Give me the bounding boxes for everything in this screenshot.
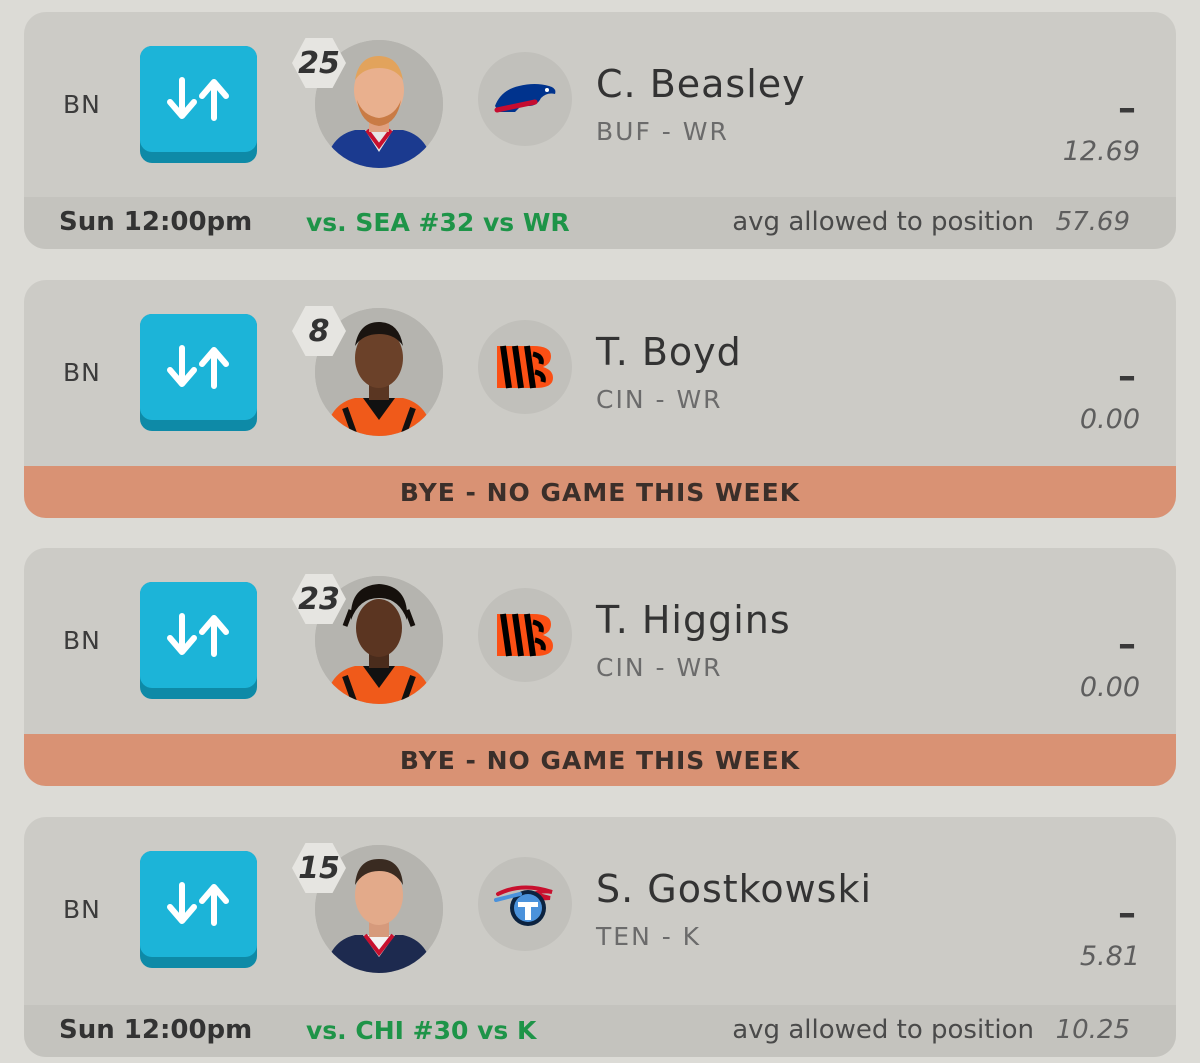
bills-buffalo-icon — [494, 84, 556, 113]
player-team-position: TEN - K — [596, 922, 702, 951]
bye-week-banner: BYE - NO GAME THIS WEEK — [24, 466, 1176, 518]
avg-allowed-value: 57.69 — [1055, 207, 1130, 237]
player-avatar[interactable] — [315, 576, 443, 704]
tennessee-titans-logo — [478, 857, 572, 951]
swap-arrows-icon — [166, 77, 229, 121]
season-average-points: 12.69 — [1062, 136, 1140, 167]
matchup-bar: Sun 12:00pm vs. SEA #32 vs WR avg allowe… — [24, 197, 1176, 249]
roster-slot-label: BN — [63, 358, 101, 387]
titans-t-icon — [494, 885, 553, 926]
swap-player-button[interactable] — [140, 314, 257, 431]
swap-player-button[interactable] — [140, 582, 257, 699]
swap-arrows-icon — [166, 882, 229, 926]
roster-slot-label: BN — [63, 895, 101, 924]
opponent-rank: vs. CHI #30 vs K — [306, 1016, 537, 1045]
cincinnati-bengals-logo — [478, 588, 572, 682]
swap-player-button[interactable] — [140, 46, 257, 163]
player-name[interactable]: C. Beasley — [596, 62, 806, 106]
roster-slot-label: BN — [63, 90, 101, 119]
player-rank-badge: 8 — [292, 306, 346, 356]
player-team-position: BUF - WR — [596, 117, 729, 146]
roster-slot-label: BN — [63, 626, 101, 655]
bengals-b-icon — [497, 613, 553, 657]
bengals-b-icon — [497, 345, 553, 389]
swap-arrows-icon — [166, 613, 229, 657]
player-avatar[interactable] — [315, 40, 443, 168]
player-card-gostkowski[interactable]: BN 15 S. Gostkowski TEN - K — [24, 817, 1176, 1057]
bye-week-banner: BYE - NO GAME THIS WEEK — [24, 734, 1176, 786]
player-name[interactable]: T. Higgins — [596, 598, 791, 642]
player-card-boyd[interactable]: BN 8 T. Boyd CIN - WR – 0.00 BYE - NO — [24, 280, 1176, 518]
buffalo-bills-logo — [478, 52, 572, 146]
projected-points: – — [1118, 356, 1136, 397]
player-name[interactable]: T. Boyd — [596, 330, 742, 374]
avg-allowed-label: avg allowed to position — [732, 1015, 1034, 1045]
player-name[interactable]: S. Gostkowski — [596, 867, 873, 911]
projected-points: – — [1118, 893, 1136, 934]
avg-allowed-value: 10.25 — [1055, 1015, 1130, 1045]
projected-points: – — [1118, 624, 1136, 665]
player-headshot-icon — [315, 308, 443, 436]
season-average-points: 0.00 — [1079, 672, 1140, 703]
player-team-position: CIN - WR — [596, 653, 723, 682]
matchup-bar: Sun 12:00pm vs. CHI #30 vs K avg allowed… — [24, 1005, 1176, 1057]
season-average-points: 5.81 — [1079, 941, 1140, 972]
game-time: Sun 12:00pm — [59, 1015, 253, 1045]
swap-arrows-icon — [166, 345, 229, 389]
player-card-higgins[interactable]: BN 23 T. Higgins CIN - WR – 0.00 — [24, 548, 1176, 786]
player-team-position: CIN - WR — [596, 385, 723, 414]
season-average-points: 0.00 — [1079, 404, 1140, 435]
projected-points: – — [1118, 88, 1136, 129]
game-time: Sun 12:00pm — [59, 207, 253, 237]
opponent-rank: vs. SEA #32 vs WR — [306, 208, 570, 237]
avg-allowed-label: avg allowed to position — [732, 207, 1034, 237]
cincinnati-bengals-logo — [478, 320, 572, 414]
swap-player-button[interactable] — [140, 851, 257, 968]
player-card-beasley[interactable]: BN 25 C. Beasley BUF - WR – 12.69 — [24, 12, 1176, 249]
player-avatar[interactable] — [315, 308, 443, 436]
